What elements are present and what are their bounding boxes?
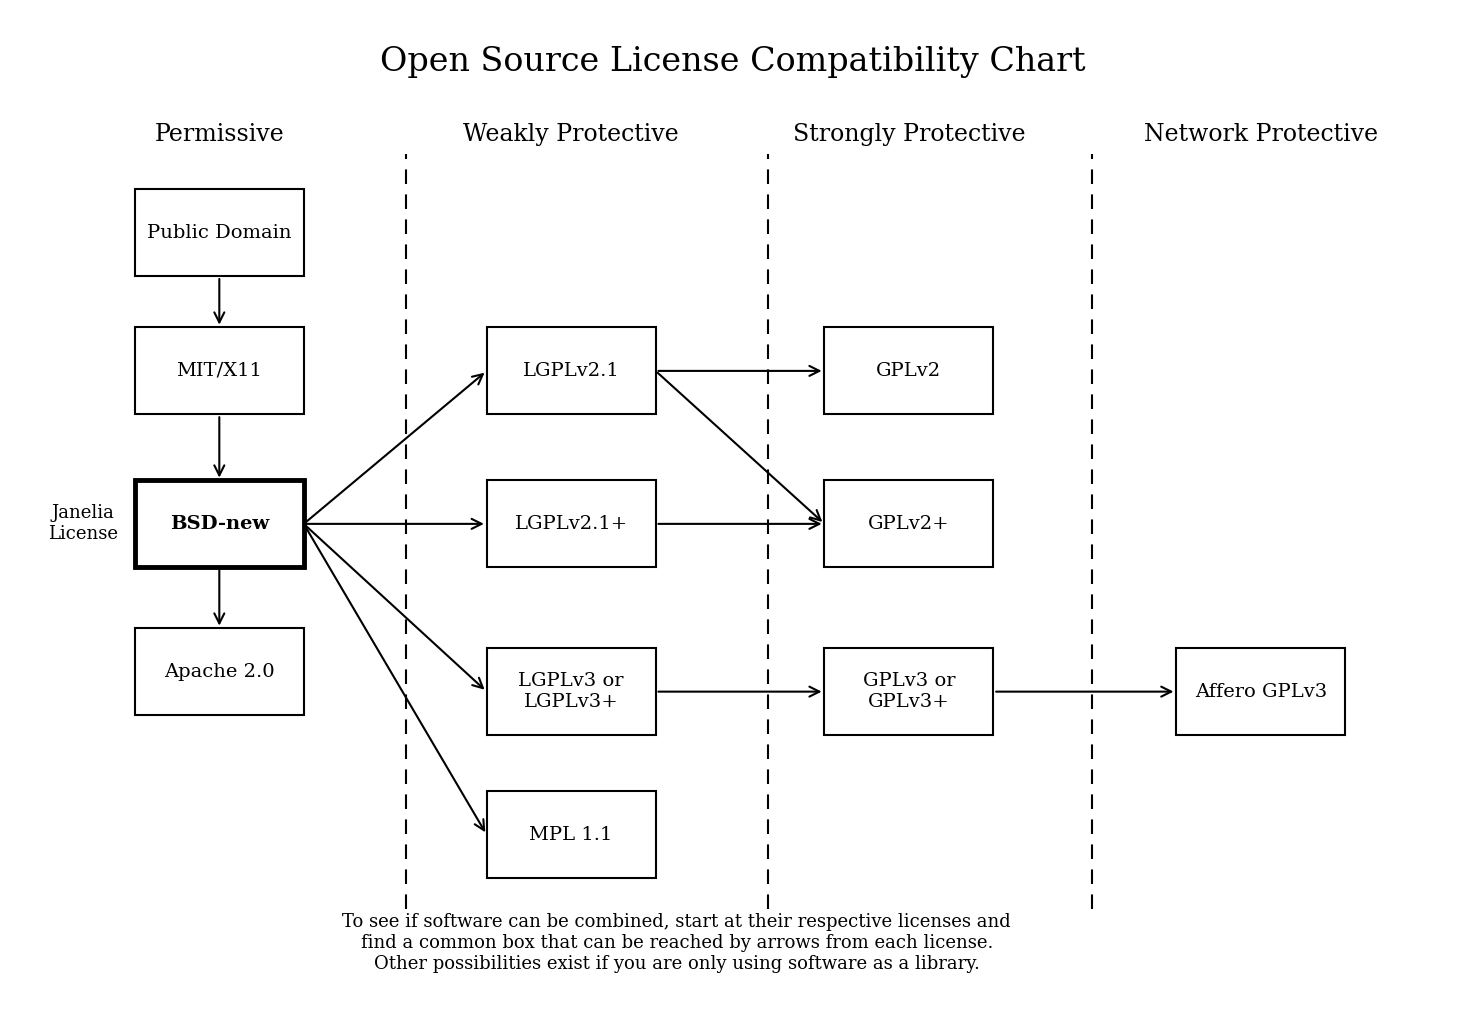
FancyBboxPatch shape bbox=[135, 328, 303, 414]
Text: LGPLv3 or
LGPLv3+: LGPLv3 or LGPLv3+ bbox=[519, 672, 625, 711]
Text: Permissive: Permissive bbox=[154, 122, 284, 146]
FancyBboxPatch shape bbox=[487, 328, 655, 414]
FancyBboxPatch shape bbox=[1176, 649, 1346, 735]
Text: To see if software can be combined, start at their respective licenses and
find : To see if software can be combined, star… bbox=[343, 914, 1012, 974]
Text: Janelia
License: Janelia License bbox=[48, 505, 117, 543]
FancyBboxPatch shape bbox=[487, 480, 655, 567]
Text: GPLv2+: GPLv2+ bbox=[868, 515, 950, 533]
Text: Apache 2.0: Apache 2.0 bbox=[164, 663, 274, 681]
FancyBboxPatch shape bbox=[487, 649, 655, 735]
Text: Strongly Protective: Strongly Protective bbox=[793, 122, 1025, 146]
FancyBboxPatch shape bbox=[135, 189, 303, 277]
FancyBboxPatch shape bbox=[135, 480, 303, 567]
Text: LGPLv2.1: LGPLv2.1 bbox=[523, 362, 620, 380]
Text: Affero GPLv3: Affero GPLv3 bbox=[1195, 683, 1327, 701]
Text: LGPLv2.1+: LGPLv2.1+ bbox=[515, 515, 627, 533]
Text: Open Source License Compatibility Chart: Open Source License Compatibility Chart bbox=[380, 46, 1086, 78]
Text: BSD-new: BSD-new bbox=[170, 515, 268, 533]
Text: GPLv2: GPLv2 bbox=[877, 362, 941, 380]
Text: GPLv3 or
GPLv3+: GPLv3 or GPLv3+ bbox=[862, 672, 956, 711]
Text: MPL 1.1: MPL 1.1 bbox=[529, 825, 613, 844]
FancyBboxPatch shape bbox=[487, 792, 655, 878]
FancyBboxPatch shape bbox=[824, 328, 994, 414]
Text: Weakly Protective: Weakly Protective bbox=[463, 122, 679, 146]
Text: Network Protective: Network Protective bbox=[1143, 122, 1378, 146]
FancyBboxPatch shape bbox=[135, 628, 303, 715]
Text: MIT/X11: MIT/X11 bbox=[176, 362, 262, 380]
Text: Public Domain: Public Domain bbox=[147, 224, 292, 242]
FancyBboxPatch shape bbox=[824, 480, 994, 567]
FancyBboxPatch shape bbox=[824, 649, 994, 735]
